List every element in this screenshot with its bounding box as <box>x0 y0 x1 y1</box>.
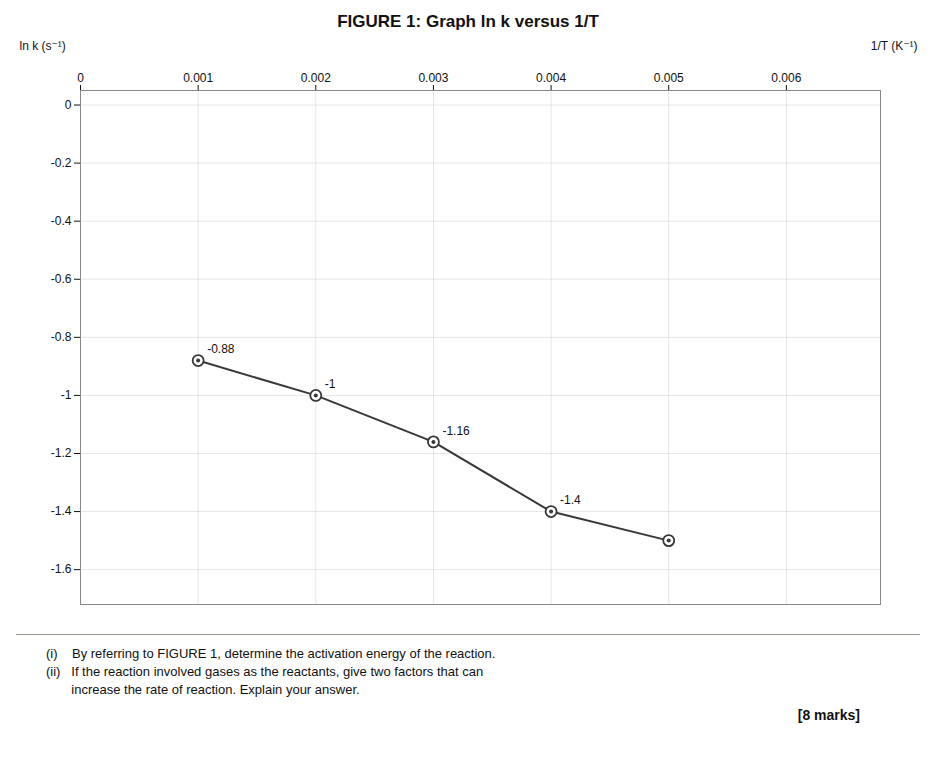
svg-text:0: 0 <box>65 98 72 112</box>
svg-text:-1: -1 <box>325 377 336 391</box>
svg-text:0: 0 <box>77 71 84 85</box>
svg-text:-1.4: -1.4 <box>51 504 72 518</box>
svg-text:-1.2: -1.2 <box>51 446 72 460</box>
svg-text:-1: -1 <box>61 388 72 402</box>
svg-text:-1.16: -1.16 <box>442 424 470 438</box>
html-text:increase the rate of reaction.: increase the rate of reaction. Explain y… <box>46 682 360 697</box>
html-text:FIGURE 1: Graph ln k versus 1/: FIGURE 1: Graph ln k versus 1/T <box>337 12 599 31</box>
svg-text:-1.4: -1.4 <box>560 493 581 507</box>
svg-text:-0.2: -0.2 <box>51 156 72 170</box>
svg-text:0.003: 0.003 <box>418 71 448 85</box>
svg-text:-0.8: -0.8 <box>51 330 72 344</box>
svg-text:0.004: 0.004 <box>536 71 566 85</box>
svg-text:-0.88: -0.88 <box>207 342 235 356</box>
svg-text:ln k (s⁻¹): ln k (s⁻¹) <box>20 39 66 53</box>
svg-text:0.005: 0.005 <box>654 71 684 85</box>
svg-text:0.006: 0.006 <box>771 71 801 85</box>
svg-text:0.002: 0.002 <box>301 71 331 85</box>
svg-text:1/T (K⁻¹): 1/T (K⁻¹) <box>871 39 918 53</box>
svg-text:0.001: 0.001 <box>183 71 213 85</box>
html-text:(ii) If the reaction involved: (ii) If the reaction involved gases as t… <box>46 664 484 679</box>
svg-text:-0.6: -0.6 <box>51 272 72 286</box>
html-text:(i) By referring to FIGURE 1,: (i) By referring to FIGURE 1, determine … <box>46 646 496 661</box>
svg-text:-1.6: -1.6 <box>51 562 72 576</box>
html-text:[8 marks]: [8 marks] <box>797 707 860 723</box>
svg-text:-0.4: -0.4 <box>51 214 72 228</box>
